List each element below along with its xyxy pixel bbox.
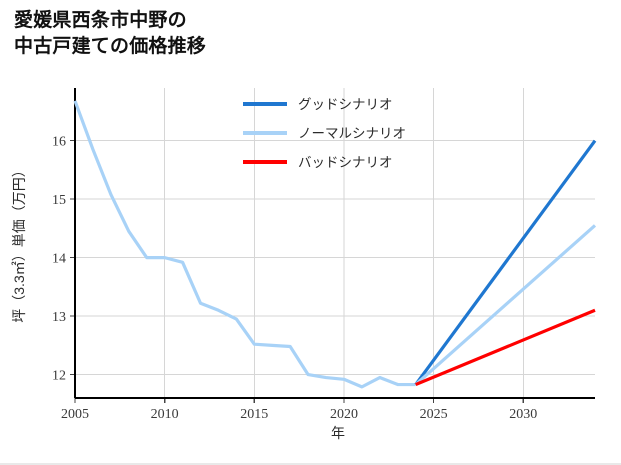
x-tick-labels: 2005 2010 2015 2020 2025 2030 (61, 407, 537, 422)
x-tick-label: 2005 (61, 407, 89, 422)
x-tick-label: 2020 (330, 407, 358, 422)
x-tick-label: 2010 (151, 407, 179, 422)
y-tick-label: 16 (52, 135, 66, 150)
series-line-ノーマルシナリオ (414, 224, 597, 386)
series-line-実績（過去推移） (73, 100, 416, 389)
y-tick-labels: 12 13 14 15 16 (52, 135, 66, 384)
tickmarks-group (70, 140, 524, 403)
series-line-バッドシナリオ (415, 308, 596, 387)
x-tick-label: 2030 (509, 407, 537, 422)
x-tick-label: 2025 (420, 407, 448, 422)
x-tick-label: 2015 (240, 407, 268, 422)
y-tick-label: 14 (52, 252, 66, 267)
axis-lines-group (73, 88, 595, 400)
legend-label-2: バッドシナリオ (298, 155, 393, 170)
x-axis-label: 年 (331, 425, 345, 441)
y-tick-label: 12 (52, 369, 66, 384)
legend-label-0: グッドシナリオ (298, 97, 393, 112)
y-axis-label: 坪（3.3㎡）単価（万円） (11, 163, 27, 322)
series-line-グッドシナリオ (414, 139, 597, 386)
y-tick-label: 15 (52, 193, 66, 208)
series-group (73, 100, 597, 389)
y-tick-label: 13 (52, 310, 66, 325)
legend-label-1: ノーマルシナリオ (298, 126, 406, 141)
chart-title: 愛媛県西条市中野の 中古戸建ての価格推移 (14, 10, 207, 57)
